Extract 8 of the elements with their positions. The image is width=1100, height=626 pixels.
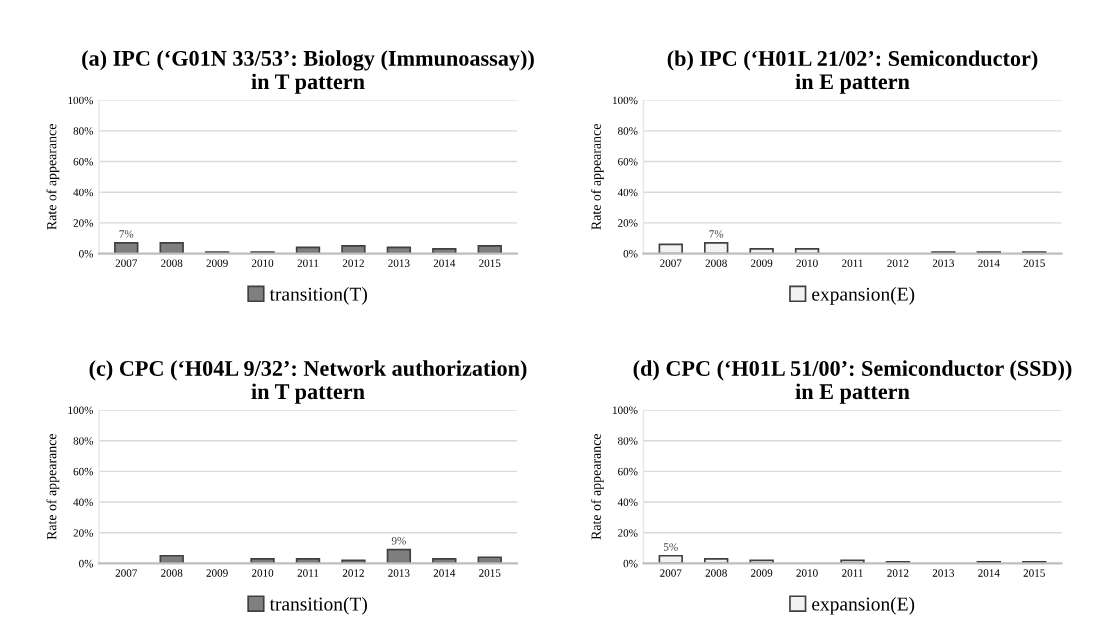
chart-title: (c) CPC (‘H04L 9/32’: Network authorization) in T pattern xyxy=(89,360,527,404)
legend-label: transition(T) xyxy=(269,596,367,615)
chart-title: (a) IPC (‘G01N 33/53’: Biology (Immunoassay)) in T pattern xyxy=(82,50,534,94)
legend-label: expansion(E) xyxy=(812,596,915,615)
chart-title: (d) CPC (‘H01L 51/00’: Semiconductor (SSD)) in E pattern xyxy=(633,360,1072,404)
chart-title: (b) IPC (‘H01L 21/02’: Semiconductor) in E pattern xyxy=(667,50,1038,94)
legend-label: expansion(E) xyxy=(812,287,915,305)
legend-label: transition(T) xyxy=(269,287,367,305)
